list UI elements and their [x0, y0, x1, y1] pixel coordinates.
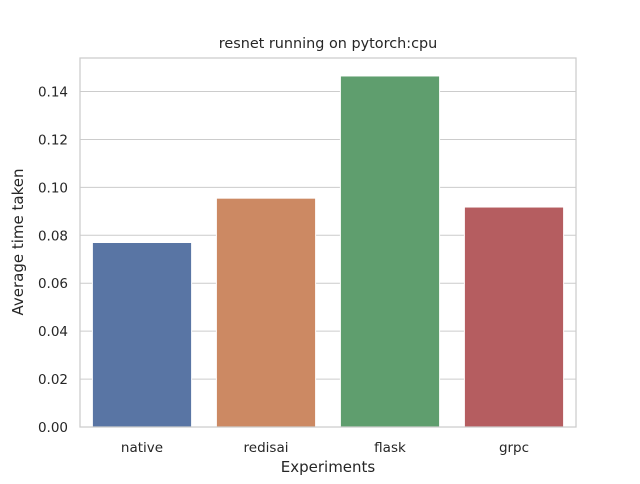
- y-axis-label: Average time taken: [9, 169, 27, 316]
- chart-title: resnet running on pytorch:cpu: [219, 36, 438, 52]
- bars: [91, 75, 565, 428]
- y-tick-label: 0.12: [38, 132, 68, 148]
- x-tick-labels: native redisai flask grpc: [121, 440, 529, 456]
- y-tick-label: 0.04: [38, 324, 68, 340]
- y-tick-label: 0.00: [38, 420, 68, 436]
- y-tick-labels: 0.00 0.02 0.04 0.06 0.08 0.10 0.12 0.14: [38, 85, 68, 436]
- y-tick-label: 0.08: [38, 228, 68, 244]
- y-tick-label: 0.14: [38, 85, 68, 101]
- x-tick-label: flask: [374, 440, 406, 456]
- bar-redisai: [215, 197, 317, 428]
- x-tick-label: native: [121, 440, 163, 456]
- y-tick-label: 0.10: [38, 180, 68, 196]
- plot-frame: [79, 57, 577, 428]
- y-tick-label: 0.02: [38, 372, 68, 388]
- y-tick-label: 0.06: [38, 276, 68, 292]
- x-tick-label: grpc: [499, 440, 529, 456]
- bar-native: [91, 242, 193, 428]
- x-axis-label: Experiments: [281, 458, 376, 476]
- bar-grpc: [463, 206, 565, 428]
- bar-flask: [339, 75, 441, 428]
- x-tick-label: redisai: [244, 440, 289, 456]
